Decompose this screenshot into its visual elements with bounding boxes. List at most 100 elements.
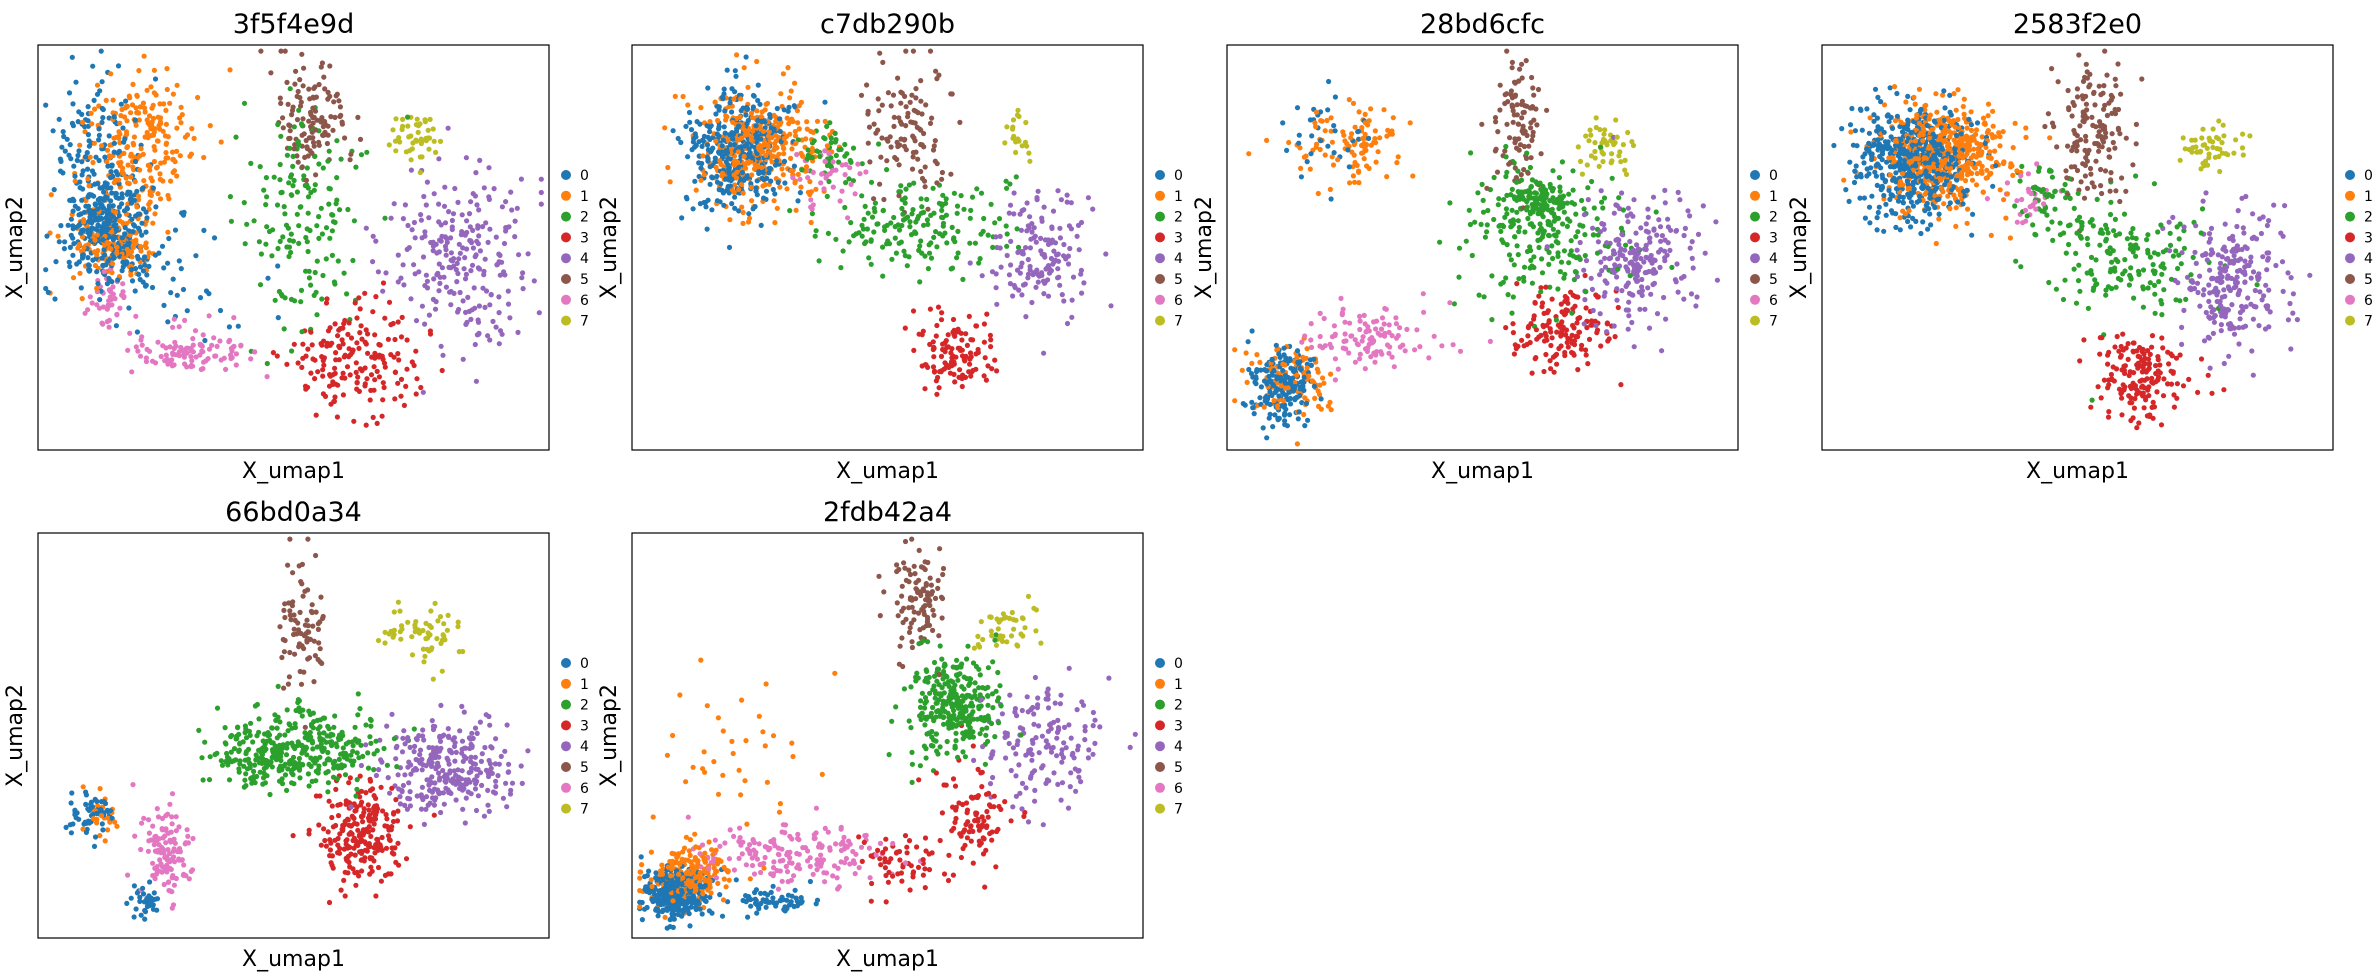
cell-point-cluster-0 [99,79,105,85]
cell-point-cluster-3 [312,376,318,382]
cell-point-cluster-2 [955,250,961,256]
cell-point-cluster-6 [2014,198,2020,204]
cell-point-cluster-4 [370,233,376,239]
cell-point-cluster-2 [1479,181,1485,187]
cell-point-cluster-4 [1625,326,1631,332]
cell-point-cluster-5 [2083,101,2089,107]
cell-point-cluster-1 [123,129,130,135]
cell-point-cluster-0 [1284,147,1290,153]
cell-point-cluster-0 [115,172,121,178]
cell-point-cluster-2 [282,295,288,301]
cell-point-cluster-4 [1623,307,1629,313]
cell-point-cluster-3 [950,316,957,323]
cell-point-cluster-7 [419,154,425,160]
cell-point-cluster-1 [822,118,828,124]
cell-point-cluster-2 [822,136,828,142]
cell-point-cluster-0 [1308,151,1314,157]
cell-point-cluster-3 [984,311,990,317]
cell-point-cluster-4 [1069,314,1075,320]
cell-point-cluster-4 [430,248,436,254]
cell-point-cluster-2 [1515,218,1521,224]
cell-point-cluster-2 [2155,229,2161,235]
cell-point-cluster-2 [988,201,994,207]
cell-point-cluster-2 [1524,199,1530,205]
cell-point-cluster-2 [824,123,830,129]
cell-point-cluster-2 [277,161,283,168]
cell-point-cluster-2 [872,200,879,206]
legend-marker-1 [1155,190,1165,201]
cell-point-cluster-2 [311,292,317,298]
cell-point-cluster-4 [536,310,542,316]
cell-point-cluster-2 [257,164,263,170]
cell-point-cluster-3 [939,310,945,316]
cell-point-cluster-7 [1027,158,1033,164]
cell-point-cluster-3 [1562,298,1568,304]
cell-point-cluster-1 [94,285,100,291]
cell-point-cluster-6 [1338,295,1344,301]
cell-point-cluster-1 [138,248,144,254]
cell-point-cluster-1 [1301,411,1307,418]
cell-point-cluster-1 [700,153,706,159]
cell-point-cluster-0 [1272,412,1278,418]
cell-point-cluster-6 [1357,326,1363,333]
cell-point-cluster-0 [119,235,125,241]
cell-point-cluster-5 [2045,111,2051,117]
cell-point-cluster-4 [1059,292,1065,298]
cell-point-cluster-1 [138,146,144,152]
cell-point-cluster-2 [787,208,793,214]
cell-point-cluster-7 [437,138,444,144]
cell-point-cluster-0 [70,208,76,214]
cell-point-cluster-6 [1308,337,1314,343]
cell-point-cluster-4 [1006,210,1012,216]
cell-point-cluster-1 [804,119,810,125]
cell-point-cluster-2 [954,255,960,261]
cell-point-cluster-7 [390,127,396,133]
cell-point-cluster-2 [318,205,324,211]
cell-point-cluster-2 [263,241,269,247]
cell-point-cluster-4 [476,303,482,309]
cell-point-cluster-1 [116,177,122,183]
cell-point-cluster-1 [785,65,791,71]
cell-point-cluster-4 [422,283,428,289]
cell-point-cluster-0 [60,129,66,135]
cell-point-cluster-2 [922,253,928,259]
cell-point-cluster-2 [816,258,822,264]
cell-point-cluster-5 [913,95,919,101]
cell-point-cluster-1 [2000,129,2006,135]
cell-point-cluster-0 [697,121,703,127]
cell-point-cluster-0 [79,172,85,178]
cell-point-cluster-2 [1516,224,1522,230]
cell-point-cluster-7 [1592,148,1598,155]
cell-point-cluster-5 [328,114,334,120]
cell-point-cluster-4 [442,234,448,240]
cell-point-cluster-7 [1599,149,1605,155]
cell-point-cluster-0 [43,267,49,273]
cell-point-cluster-1 [740,190,746,196]
cell-point-cluster-4 [1581,212,1587,218]
cell-point-cluster-3 [1533,355,1539,361]
cell-point-cluster-4 [487,302,493,308]
cell-point-cluster-5 [278,100,284,106]
cell-point-cluster-4 [1582,297,1588,303]
cell-point-cluster-2 [1514,209,1520,215]
cell-point-cluster-4 [1042,237,1048,243]
cell-point-cluster-4 [469,262,476,268]
cell-point-cluster-1 [151,144,157,150]
cell-point-cluster-0 [1925,226,1931,232]
cell-point-cluster-7 [392,138,399,144]
cell-point-cluster-6 [160,343,166,349]
cell-point-cluster-2 [312,182,318,188]
cell-point-cluster-5 [327,63,333,69]
cell-point-cluster-0 [68,197,74,203]
cell-point-cluster-5 [1510,104,1516,110]
cell-point-cluster-2 [275,121,281,128]
cell-point-cluster-2 [298,299,304,305]
cell-point-cluster-4 [1047,266,1053,272]
cell-point-cluster-5 [896,115,902,121]
cell-point-cluster-2 [1518,177,1525,183]
cell-point-cluster-3 [927,306,934,312]
cell-point-cluster-0 [1883,201,1889,207]
cell-point-cluster-4 [1714,277,1720,283]
cell-point-cluster-0 [791,163,798,169]
cell-point-cluster-6 [127,330,133,336]
